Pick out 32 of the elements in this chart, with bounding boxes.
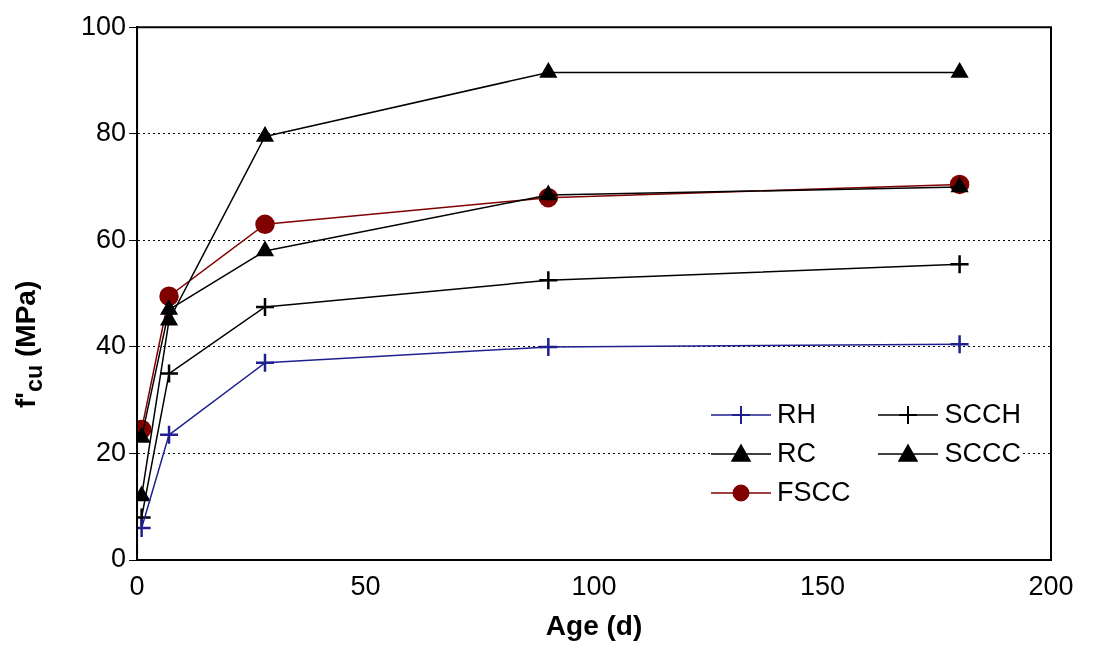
y-tick-label: 60 bbox=[96, 223, 127, 254]
legend-label: SCCC bbox=[944, 438, 1021, 469]
point bbox=[256, 241, 274, 257]
y-tick-label: 20 bbox=[96, 436, 127, 467]
point bbox=[160, 299, 178, 315]
y-tick-label: 40 bbox=[96, 330, 127, 361]
y-tick-label: 80 bbox=[96, 117, 127, 148]
point bbox=[538, 336, 559, 358]
point bbox=[949, 333, 970, 355]
y-tick-label: 0 bbox=[111, 543, 127, 574]
y-tick-label: 100 bbox=[80, 10, 127, 41]
x-tick-label: 200 bbox=[1028, 570, 1074, 601]
point bbox=[158, 424, 180, 446]
x-tick-label: 150 bbox=[799, 570, 846, 601]
point bbox=[159, 286, 179, 307]
point bbox=[538, 270, 559, 291]
legend-label: SCCH bbox=[944, 399, 1021, 430]
x-tick-label: 50 bbox=[350, 570, 381, 601]
point bbox=[949, 254, 970, 275]
point bbox=[539, 185, 557, 201]
x-tick-label: 100 bbox=[571, 570, 617, 601]
point bbox=[951, 62, 969, 78]
point bbox=[255, 214, 275, 235]
point bbox=[254, 352, 276, 374]
legend-label: FSCC bbox=[776, 477, 851, 508]
point bbox=[539, 62, 557, 78]
x-axis-title: Age (d) bbox=[545, 609, 643, 641]
legend-label: RC bbox=[776, 438, 816, 469]
legend-label: RH bbox=[776, 399, 816, 430]
point bbox=[254, 296, 276, 318]
point bbox=[158, 363, 180, 384]
point bbox=[256, 126, 274, 142]
